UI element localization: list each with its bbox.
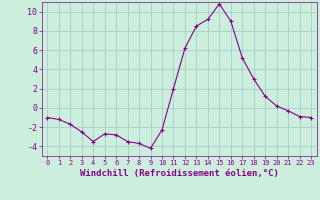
X-axis label: Windchill (Refroidissement éolien,°C): Windchill (Refroidissement éolien,°C) [80, 169, 279, 178]
